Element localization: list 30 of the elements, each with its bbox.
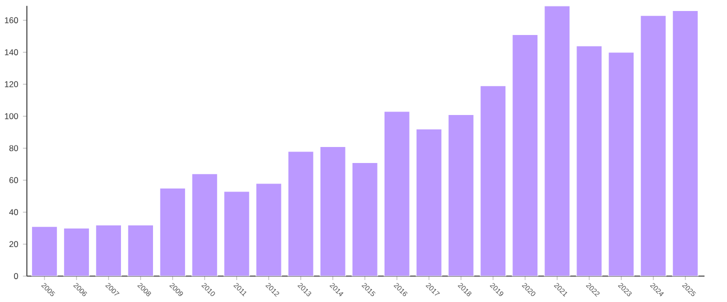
- y-tick-label: 0: [14, 272, 18, 279]
- bar: [63, 228, 90, 276]
- bar: [191, 173, 218, 276]
- y-tick-label: 120: [4, 81, 18, 87]
- bar: [512, 34, 538, 276]
- bar: [127, 224, 154, 276]
- y-tick-label: 80: [9, 145, 18, 151]
- bar: [288, 150, 314, 276]
- y-tick-label: 140: [4, 49, 18, 56]
- bar: [416, 128, 442, 276]
- bar: [608, 52, 634, 276]
- bar: [672, 10, 698, 276]
- y-tick-label: 100: [4, 113, 18, 119]
- bar: [384, 110, 410, 276]
- bar: [159, 188, 186, 276]
- bar: [640, 14, 666, 276]
- bar: [544, 6, 570, 276]
- bar: [352, 162, 378, 276]
- bar: [448, 114, 474, 276]
- bar: [256, 182, 282, 276]
- bar: [31, 226, 58, 276]
- bar: [576, 45, 602, 276]
- bar: [224, 190, 250, 276]
- bar: [95, 224, 122, 276]
- y-tick-label: 160: [4, 17, 18, 24]
- y-tick-label: 40: [9, 208, 18, 215]
- bar: [320, 146, 346, 276]
- y-tick-label: 60: [9, 177, 18, 183]
- bar: [480, 85, 506, 276]
- y-tick-label: 20: [9, 240, 18, 247]
